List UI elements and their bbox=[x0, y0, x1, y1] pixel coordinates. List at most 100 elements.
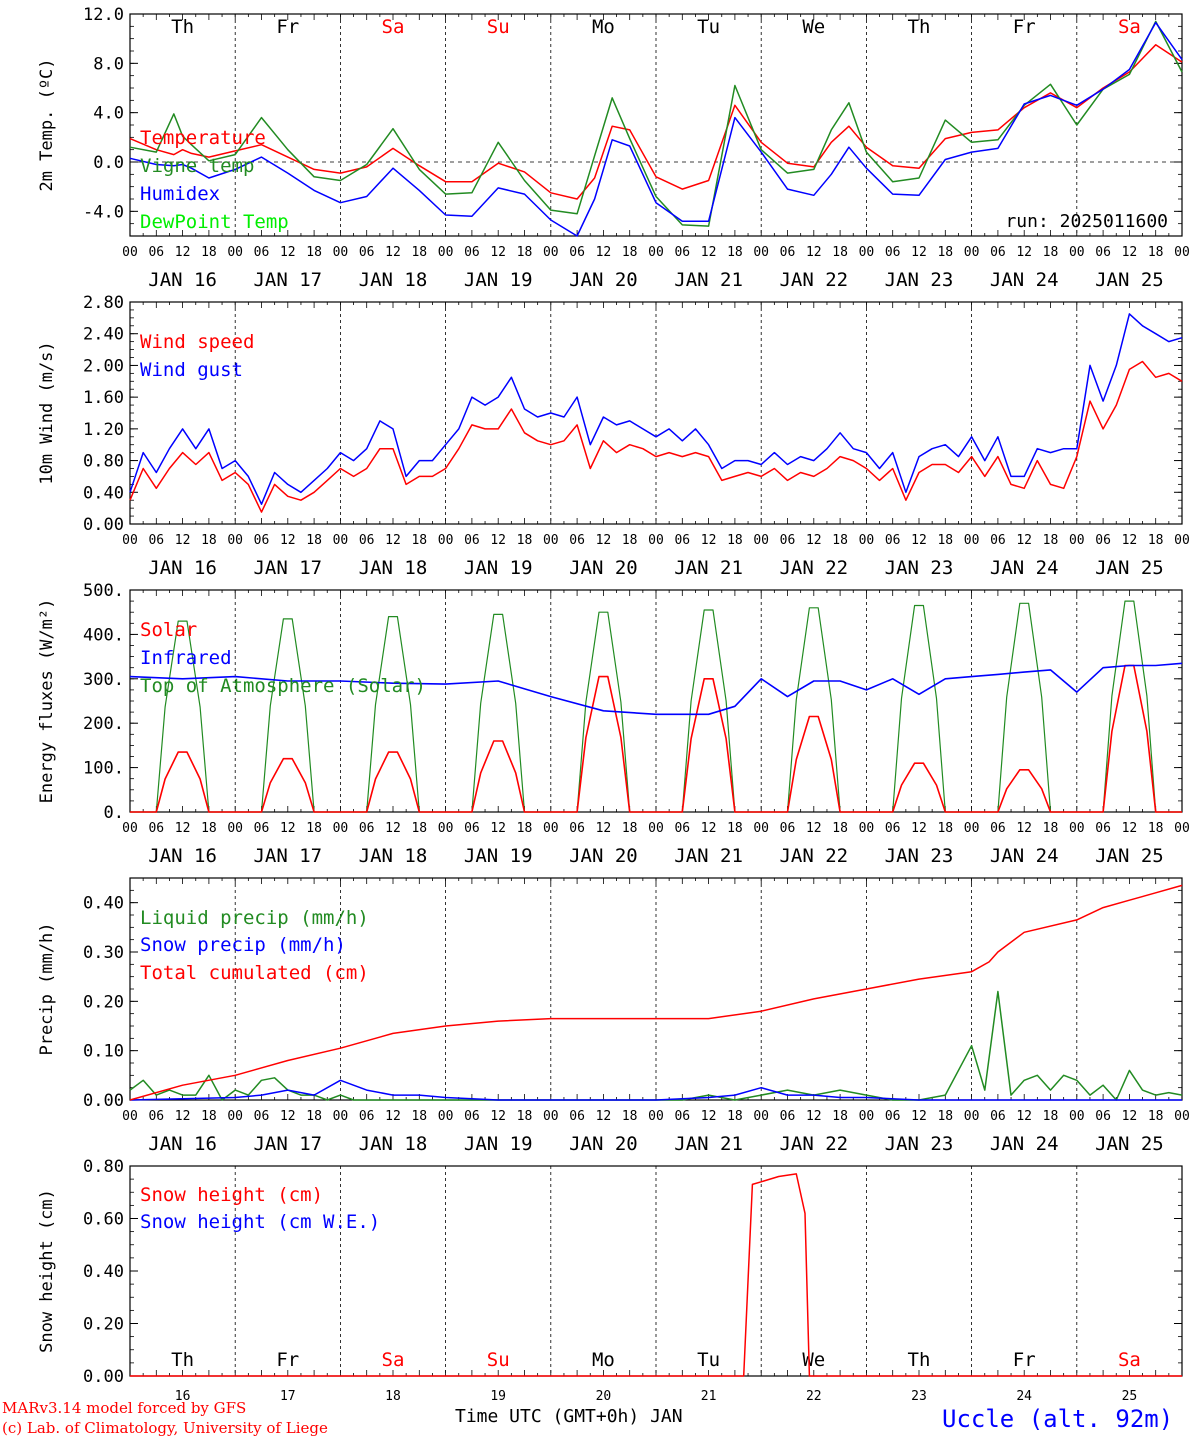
hour-tick-label: 00 bbox=[1069, 533, 1085, 548]
y-axis-label: Precip (mm/h) bbox=[37, 922, 57, 1055]
hour-tick-label: 00 bbox=[543, 533, 559, 548]
hour-tick-label: 18 bbox=[622, 821, 638, 836]
date-label: JAN 24 bbox=[990, 557, 1059, 579]
hour-tick-label: 06 bbox=[569, 533, 585, 548]
day-number-label: 25 bbox=[1122, 1389, 1138, 1404]
hour-tick-label: 12 bbox=[701, 533, 717, 548]
y-tick-label: 400. bbox=[83, 625, 124, 645]
hour-tick-label: 00 bbox=[227, 533, 243, 548]
hour-tick-label: 18 bbox=[201, 533, 217, 548]
date-label: JAN 21 bbox=[674, 1133, 743, 1155]
series-line-2 bbox=[129, 20, 1183, 227]
date-label: JAN 19 bbox=[464, 269, 533, 291]
weekday-label: Th bbox=[908, 1349, 931, 1371]
date-label: JAN 20 bbox=[569, 845, 638, 867]
plot-area bbox=[130, 1173, 1182, 1377]
y-axis-label: 10m Wind (m/s) bbox=[37, 341, 57, 484]
hour-tick-label: 18 bbox=[306, 1109, 322, 1124]
hour-tick-label: 18 bbox=[411, 1109, 427, 1124]
weekday-label: Sa bbox=[1118, 1349, 1141, 1371]
y-tick-label: 300. bbox=[83, 670, 124, 690]
hour-tick-label: 00 bbox=[438, 245, 454, 260]
copyright-credit: (c) Lab. of Climatology, University of L… bbox=[2, 1419, 328, 1437]
hour-tick-label: 12 bbox=[280, 533, 296, 548]
y-tick-label: 1.60 bbox=[83, 388, 124, 408]
hour-tick-label: 06 bbox=[674, 821, 690, 836]
hour-tick-label: 00 bbox=[964, 1109, 980, 1124]
hour-tick-label: 00 bbox=[859, 1109, 875, 1124]
hour-tick-label: 12 bbox=[596, 533, 612, 548]
panel-3: 500. 400. 300. 200. 100. 0. Energy fluxes (W/m… bbox=[37, 581, 1190, 867]
y-tick-label: 0.10 bbox=[83, 1042, 124, 1062]
date-label: JAN 23 bbox=[885, 557, 954, 579]
hour-tick-label: 00 bbox=[333, 821, 349, 836]
hour-tick-label: 00 bbox=[333, 533, 349, 548]
legend-entry: Temperature bbox=[140, 127, 266, 149]
weekday-label: Sa bbox=[382, 16, 405, 38]
hour-tick-label: 12 bbox=[490, 533, 506, 548]
hour-tick-label: 18 bbox=[517, 821, 533, 836]
hour-tick-label: 12 bbox=[385, 533, 401, 548]
x-axis-label: Time UTC (GMT+0h) JAN bbox=[455, 1406, 683, 1427]
legend-entry: Solar bbox=[140, 619, 197, 641]
hour-tick-label: 12 bbox=[596, 245, 612, 260]
hour-tick-label: 06 bbox=[990, 533, 1006, 548]
date-label: JAN 22 bbox=[779, 269, 848, 291]
hour-tick-label: 18 bbox=[517, 245, 533, 260]
weekday-label: Tu bbox=[697, 16, 720, 38]
hour-tick-label: 18 bbox=[1043, 1109, 1059, 1124]
legend-entry: Wind gust bbox=[140, 359, 243, 381]
hour-tick-label: 18 bbox=[1148, 533, 1164, 548]
day-number-label: 21 bbox=[701, 1389, 717, 1404]
y-tick-label: 0.40 bbox=[83, 483, 124, 503]
weekday-label: Sa bbox=[1118, 16, 1141, 38]
legend-entry: Snow height (cm W.E.) bbox=[140, 1211, 380, 1233]
hour-tick-label: 06 bbox=[359, 821, 375, 836]
hour-tick-label: 06 bbox=[885, 245, 901, 260]
hour-tick-label: 00 bbox=[122, 821, 138, 836]
weekday-label: Su bbox=[487, 1349, 510, 1371]
hour-tick-label: 00 bbox=[1174, 533, 1190, 548]
hour-tick-label: 00 bbox=[333, 1109, 349, 1124]
y-tick-label: 12.0 bbox=[83, 5, 124, 25]
hour-tick-label: 12 bbox=[1016, 533, 1032, 548]
panel-4: 0.40 0.30 0.20 0.10 0.00 Precip (mm/h) 00 06 12 1… bbox=[37, 877, 1190, 1155]
date-label: JAN 22 bbox=[779, 557, 848, 579]
panel-5: 0.80 0.60 0.40 0.20 0.00 Snow height (cm) 16 17… bbox=[37, 1157, 1183, 1404]
hour-tick-label: 12 bbox=[701, 821, 717, 836]
series-line-1 bbox=[130, 1173, 1182, 1377]
hour-tick-label: 18 bbox=[1043, 245, 1059, 260]
hour-tick-label: 18 bbox=[411, 821, 427, 836]
hour-tick-label: 18 bbox=[727, 1109, 743, 1124]
hour-tick-label: 12 bbox=[280, 821, 296, 836]
hour-tick-label: 18 bbox=[832, 533, 848, 548]
model-credit: MARv3.14 model forced by GFS bbox=[2, 1399, 246, 1417]
hour-tick-label: 12 bbox=[911, 821, 927, 836]
hour-tick-label: 12 bbox=[596, 1109, 612, 1124]
hour-tick-label: 00 bbox=[1069, 245, 1085, 260]
date-label: JAN 24 bbox=[990, 845, 1059, 867]
hour-tick-label: 00 bbox=[122, 1109, 138, 1124]
y-tick-label: 0.80 bbox=[83, 452, 124, 472]
hour-tick-label: 06 bbox=[1095, 1109, 1111, 1124]
hour-tick-label: 00 bbox=[227, 821, 243, 836]
hour-tick-label: 06 bbox=[885, 533, 901, 548]
day-number-label: 16 bbox=[175, 1389, 191, 1404]
y-tick-label: 0.40 bbox=[83, 894, 124, 914]
hour-tick-label: 12 bbox=[490, 821, 506, 836]
weekday-label: Su bbox=[487, 16, 510, 38]
date-label: JAN 16 bbox=[148, 269, 217, 291]
hour-tick-label: 18 bbox=[832, 1109, 848, 1124]
hour-tick-label: 00 bbox=[438, 1109, 454, 1124]
date-label: JAN 20 bbox=[569, 1133, 638, 1155]
hour-tick-label: 18 bbox=[1148, 821, 1164, 836]
hour-tick-label: 18 bbox=[937, 245, 953, 260]
hour-tick-label: 18 bbox=[937, 533, 953, 548]
hour-tick-label: 06 bbox=[990, 1109, 1006, 1124]
hour-tick-label: 00 bbox=[648, 1109, 664, 1124]
date-label: JAN 25 bbox=[1095, 557, 1164, 579]
hour-tick-label: 06 bbox=[464, 1109, 480, 1124]
hour-tick-label: 06 bbox=[674, 245, 690, 260]
series-line-3 bbox=[129, 884, 1183, 1101]
